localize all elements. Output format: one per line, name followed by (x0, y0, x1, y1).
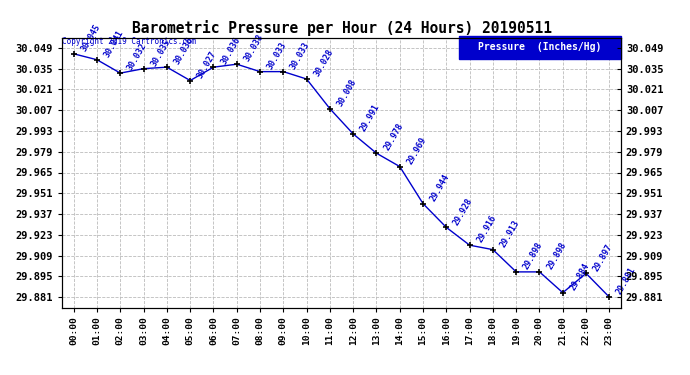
Text: Pressure  (Inches/Hg): Pressure (Inches/Hg) (478, 42, 602, 52)
Text: 29.978: 29.978 (382, 122, 405, 152)
Text: 30.041: 30.041 (103, 28, 126, 59)
Text: 30.036: 30.036 (219, 36, 241, 66)
Text: 30.045: 30.045 (79, 22, 102, 53)
FancyBboxPatch shape (459, 36, 621, 59)
Text: 30.036: 30.036 (172, 36, 195, 66)
Text: 29.944: 29.944 (428, 172, 451, 203)
Text: 29.991: 29.991 (359, 103, 382, 133)
Text: 30.032: 30.032 (126, 42, 148, 72)
Text: 29.969: 29.969 (405, 135, 428, 166)
Text: 29.898: 29.898 (522, 241, 544, 271)
Text: 29.884: 29.884 (569, 261, 591, 292)
Text: 29.928: 29.928 (452, 196, 475, 226)
Text: 29.881: 29.881 (615, 266, 638, 296)
Text: 30.028: 30.028 (312, 48, 335, 78)
Text: 30.033: 30.033 (289, 40, 312, 71)
Text: 29.897: 29.897 (591, 242, 614, 273)
Text: 30.008: 30.008 (335, 78, 358, 108)
Text: 29.916: 29.916 (475, 214, 498, 244)
Text: 30.035: 30.035 (149, 38, 172, 68)
Text: 29.913: 29.913 (498, 218, 521, 249)
Title: Barometric Pressure per Hour (24 Hours) 20190511: Barometric Pressure per Hour (24 Hours) … (132, 20, 551, 36)
Text: 30.033: 30.033 (266, 40, 288, 71)
Text: 29.898: 29.898 (545, 241, 568, 271)
Text: 30.038: 30.038 (242, 33, 265, 63)
Text: 30.027: 30.027 (196, 49, 219, 80)
Text: Copyright 2019 Cartronics.com: Copyright 2019 Cartronics.com (62, 38, 196, 46)
